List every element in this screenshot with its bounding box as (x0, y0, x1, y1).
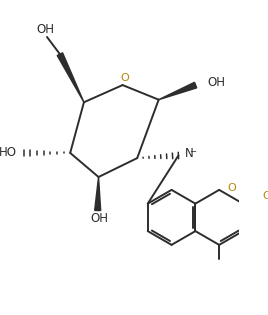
Polygon shape (57, 53, 84, 102)
Text: OH: OH (90, 212, 108, 225)
Text: HO: HO (0, 146, 17, 158)
Text: N: N (184, 147, 193, 160)
Text: OH: OH (208, 76, 226, 89)
Polygon shape (159, 82, 197, 100)
Text: OH: OH (36, 23, 54, 36)
Text: O: O (227, 183, 236, 193)
Text: −: − (189, 147, 197, 156)
Text: O: O (262, 191, 268, 201)
Text: O: O (121, 73, 129, 83)
Polygon shape (95, 177, 101, 211)
